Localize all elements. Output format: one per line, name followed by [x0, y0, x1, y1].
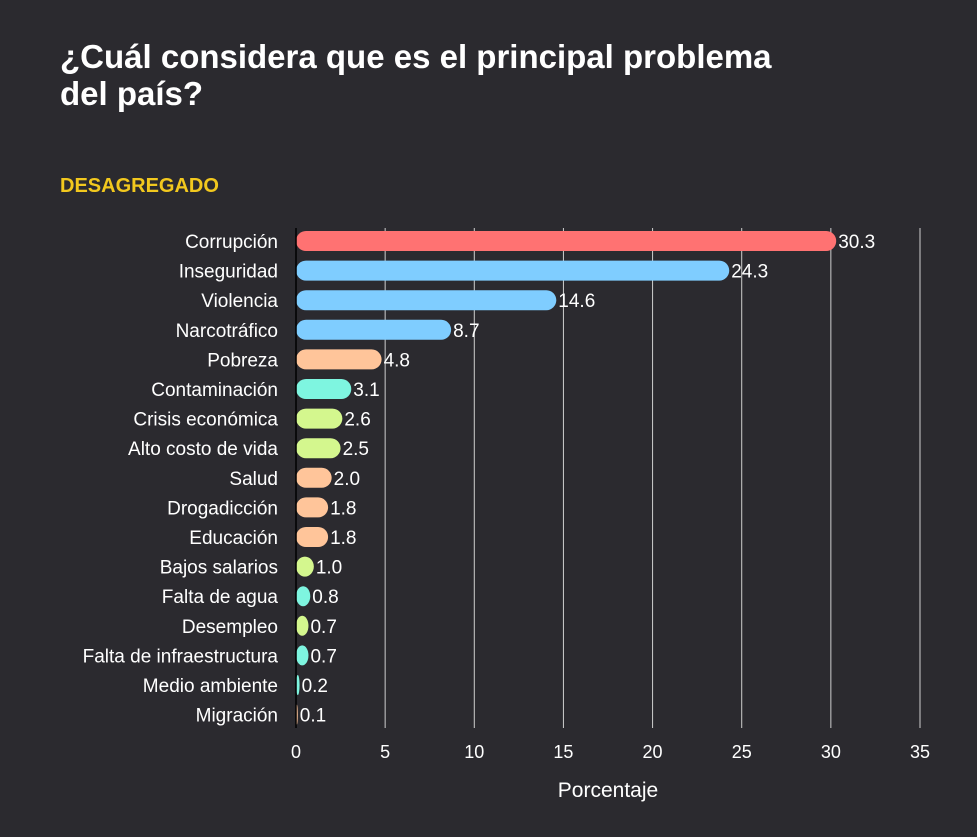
- data-label: 2.0: [334, 469, 360, 490]
- x-tick-label: 20: [643, 742, 663, 762]
- bar: [296, 645, 309, 666]
- data-label: 14.6: [558, 291, 595, 312]
- bar: [296, 497, 329, 518]
- bar: [296, 231, 837, 251]
- x-axis-ticks: 0 5 10 15 20 25 30 35: [291, 742, 930, 762]
- category-label: Narcotráfico: [176, 321, 278, 342]
- data-label: 2.5: [343, 439, 369, 460]
- data-label: 0.1: [300, 706, 326, 727]
- data-label: 2.6: [344, 410, 370, 431]
- category-label: Drogadicción: [167, 498, 278, 519]
- gridlines: [384, 228, 921, 728]
- x-tick-label: 5: [380, 742, 390, 762]
- bar: [296, 675, 300, 695]
- category-label: Educación: [189, 528, 278, 549]
- data-label: 0.7: [310, 617, 336, 638]
- x-tick-label: 35: [910, 742, 930, 762]
- bar: [296, 349, 382, 370]
- category-label: Crisis económica: [133, 410, 278, 431]
- data-label: 4.8: [384, 350, 410, 371]
- bar: [296, 260, 730, 281]
- data-label: 8.7: [453, 321, 479, 342]
- bar: [296, 408, 343, 429]
- category-label: Contaminación: [151, 380, 278, 401]
- bar: [296, 438, 341, 459]
- data-label: 3.1: [353, 380, 379, 401]
- category-labels: Corrupción Inseguridad Violencia Narcotráfi…: [83, 232, 279, 727]
- bar: [296, 319, 452, 340]
- x-tick-label: 25: [732, 742, 752, 762]
- data-label: 24.3: [731, 262, 768, 283]
- value-labels: 30.3 24.3 14.6 8.7 4.83.1 2.6 2.5 2.0 1.8 1.8 1.0 0…: [300, 232, 875, 727]
- bars: [296, 231, 837, 725]
- bar: [296, 527, 329, 547]
- bar: [296, 556, 314, 577]
- data-label: 30.3: [838, 232, 875, 253]
- bar: [296, 379, 352, 399]
- category-label: Violencia: [201, 291, 278, 312]
- category-label: Alto costo de vida: [128, 439, 278, 460]
- data-label: 1.8: [330, 528, 356, 549]
- category-label: Desempleo: [182, 617, 278, 638]
- chart-title-line-1: ¿Cuál considera que es el principal prob…: [60, 38, 772, 75]
- x-tick-label: 30: [821, 742, 841, 762]
- bar: [296, 586, 311, 607]
- x-axis-label: Porcentaje: [558, 779, 658, 802]
- category-label: Falta de agua: [162, 587, 279, 608]
- category-label: Medio ambiente: [143, 676, 278, 697]
- data-label: 1.8: [330, 498, 356, 519]
- bar: [296, 467, 332, 488]
- x-tick-label: 0: [291, 742, 301, 762]
- category-label: Pobreza: [207, 350, 278, 371]
- category-label: Inseguridad: [179, 262, 278, 283]
- data-label: 0.7: [310, 646, 336, 667]
- chart-subtitle: DESAGREGADO: [60, 175, 219, 197]
- category-label: Migración: [196, 706, 278, 727]
- data-label: 0.2: [302, 676, 328, 697]
- category-label: Corrupción: [185, 232, 278, 253]
- category-label: Salud: [229, 469, 278, 490]
- data-label: 0.8: [312, 587, 338, 608]
- bar: [296, 615, 309, 636]
- x-tick-label: 15: [553, 742, 573, 762]
- bar: [296, 290, 557, 311]
- chart-title-line-2: del país?: [60, 75, 203, 112]
- category-label: Bajos salarios: [160, 558, 278, 579]
- category-label: Falta de infraestructura: [83, 646, 279, 667]
- data-label: 1.0: [316, 558, 342, 579]
- x-tick-label: 10: [464, 742, 484, 762]
